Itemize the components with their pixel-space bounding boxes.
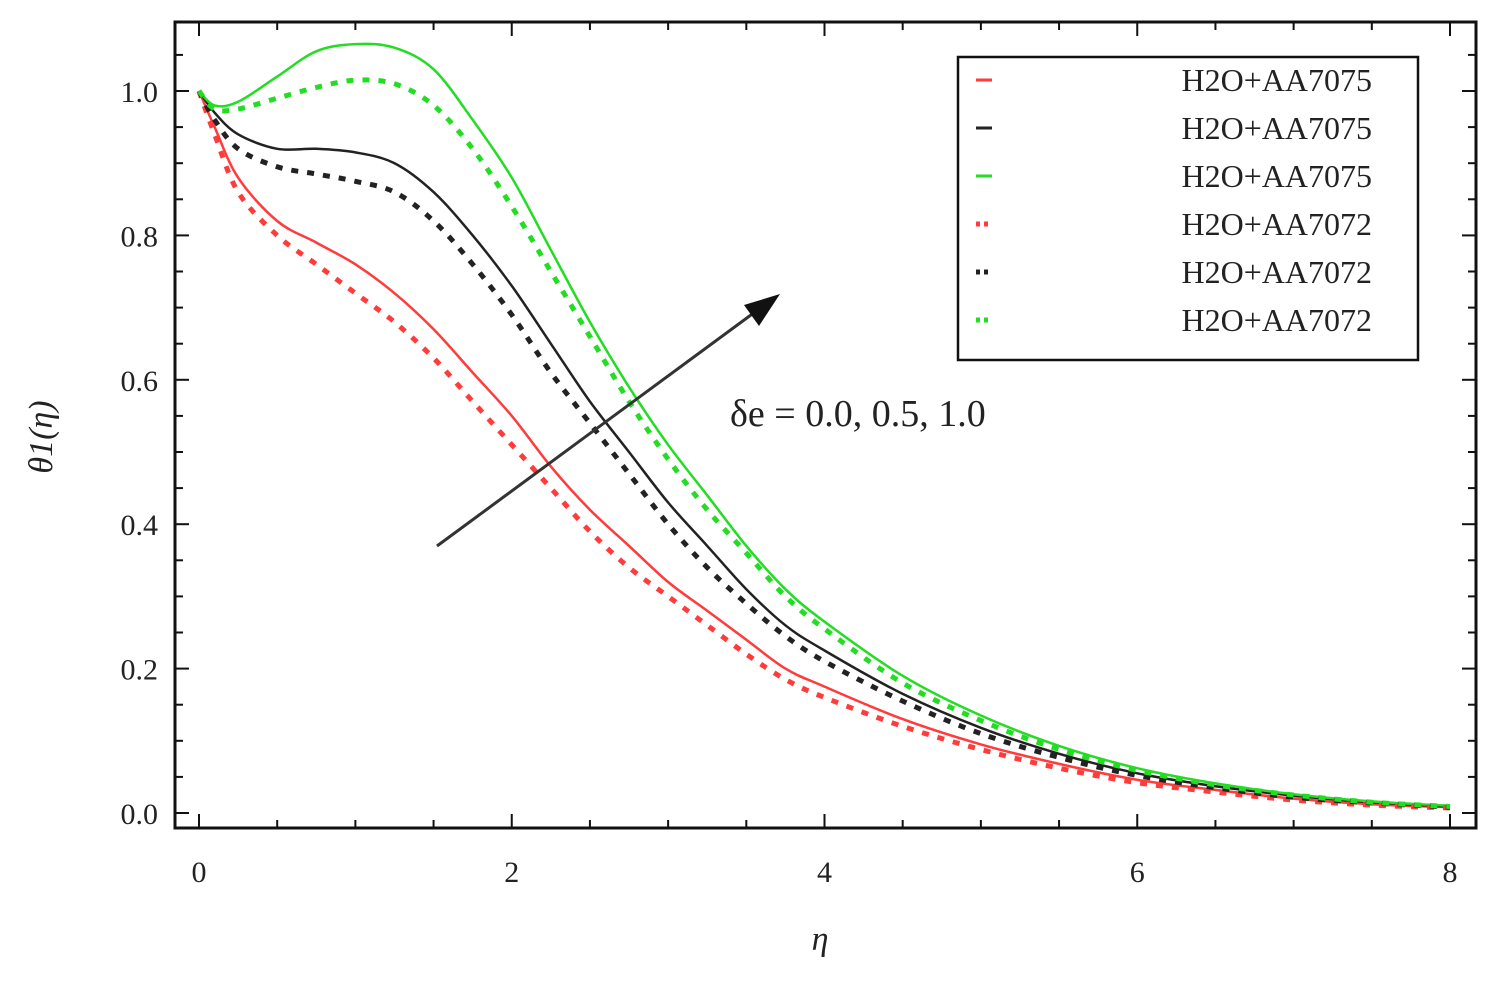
series-line-6 (197, 77, 1451, 809)
legend-entries: H2O+AA7075 H2O+AA7075 H2O+AA7075 H2O+AA7072… (976, 62, 1372, 338)
y-tick-label: 0.6 (121, 365, 159, 398)
legend-label-6: H2O+AA7072 (1182, 302, 1372, 338)
annotation-label: δe = 0.0, 0.5, 1.0 (730, 393, 986, 435)
x-tick-label: 6 (1130, 856, 1145, 889)
curves (196, 42, 1451, 811)
legend-label-3: H2O+AA7075 (1182, 158, 1372, 194)
y-tick-label: 0.4 (121, 509, 159, 542)
series-line-5 (196, 89, 1451, 810)
legend-label-5: H2O+AA7072 (1182, 254, 1372, 290)
y-tick-label: 0.0 (121, 798, 159, 831)
legend-label-2: H2O+AA7075 (1182, 110, 1372, 146)
legend-label-4: H2O+AA7072 (1182, 206, 1372, 242)
legend-box (956, 55, 1420, 362)
x-tick-label: 8 (1443, 856, 1458, 889)
tick-labels: 0 2 4 6 8 0.0 0.2 0.4 0.6 0.8 1.0 (121, 76, 1458, 889)
series-line-4 (196, 90, 1451, 811)
x-tick-label: 0 (192, 856, 207, 889)
legend: H2O+AA7075 H2O+AA7075 H2O+AA7075 H2O+AA7072… (956, 55, 1420, 362)
x-tick-label: 4 (817, 856, 832, 889)
legend-label-1: H2O+AA7075 (1182, 62, 1372, 98)
y-axis-label: θ1(η) (23, 400, 60, 473)
y-tick-label: 1.0 (121, 76, 159, 109)
arrow-shaft (436, 310, 756, 548)
series-line-1 (197, 90, 1451, 809)
series-line-2 (197, 90, 1451, 808)
ticks (175, 22, 1476, 828)
y-tick-label: 0.2 (121, 654, 159, 687)
direction-arrow (436, 294, 780, 548)
series-line-3 (198, 42, 1451, 808)
y-tick-label: 0.8 (121, 220, 159, 253)
x-tick-label: 2 (504, 856, 519, 889)
arrow-head (744, 294, 780, 326)
x-axis-label: η (812, 921, 829, 958)
